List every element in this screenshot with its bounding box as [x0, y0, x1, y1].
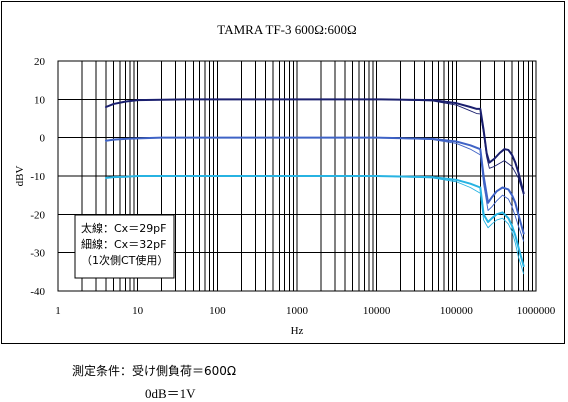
y-tick-label: 10 [34, 94, 46, 106]
x-tick-label: 1000 [286, 305, 309, 317]
chart-title: TAMRA TF-3 600Ω:600Ω [217, 22, 356, 37]
x-tick-label: 100000 [440, 305, 474, 317]
x-tick-label: 1000000 [517, 305, 556, 317]
x-axis-label: Hz [291, 325, 304, 337]
y-tick-label: 20 [34, 56, 46, 68]
y-tick-label: -40 [30, 286, 45, 298]
measurement-conditions: 測定条件：受け側負荷＝600Ω [72, 364, 237, 378]
x-tick-label: 1 [55, 305, 61, 317]
y-tick-label: 0 [40, 133, 46, 145]
plot-border [57, 60, 537, 292]
x-tick-label: 10 [132, 305, 144, 317]
y-tick-label: -10 [30, 171, 45, 183]
legend-entry: （1次側CT使用） [81, 253, 168, 267]
series-line-low-thick [104, 175, 525, 268]
legend-entry: 細線：Cx＝32pF [81, 237, 167, 251]
legend-entry: 太線：Cx＝29pF [81, 221, 167, 235]
series-line-top-thick [104, 98, 525, 195]
y-axis-label: dBV [14, 166, 26, 187]
y-tick-label: -20 [30, 209, 45, 221]
chart-frame: 20 10 0 -10 -20 -30 -40 1 10 100 1000 10000 100000 10… [1, 1, 565, 344]
series-line-mid-thick [104, 136, 525, 235]
x-tick-label: 10000 [363, 305, 391, 317]
y-tick-label: -30 [30, 248, 45, 260]
zero-db-reference: 0dB＝1V [145, 386, 196, 401]
x-tick-label: 100 [209, 305, 226, 317]
legend-box [74, 214, 175, 279]
